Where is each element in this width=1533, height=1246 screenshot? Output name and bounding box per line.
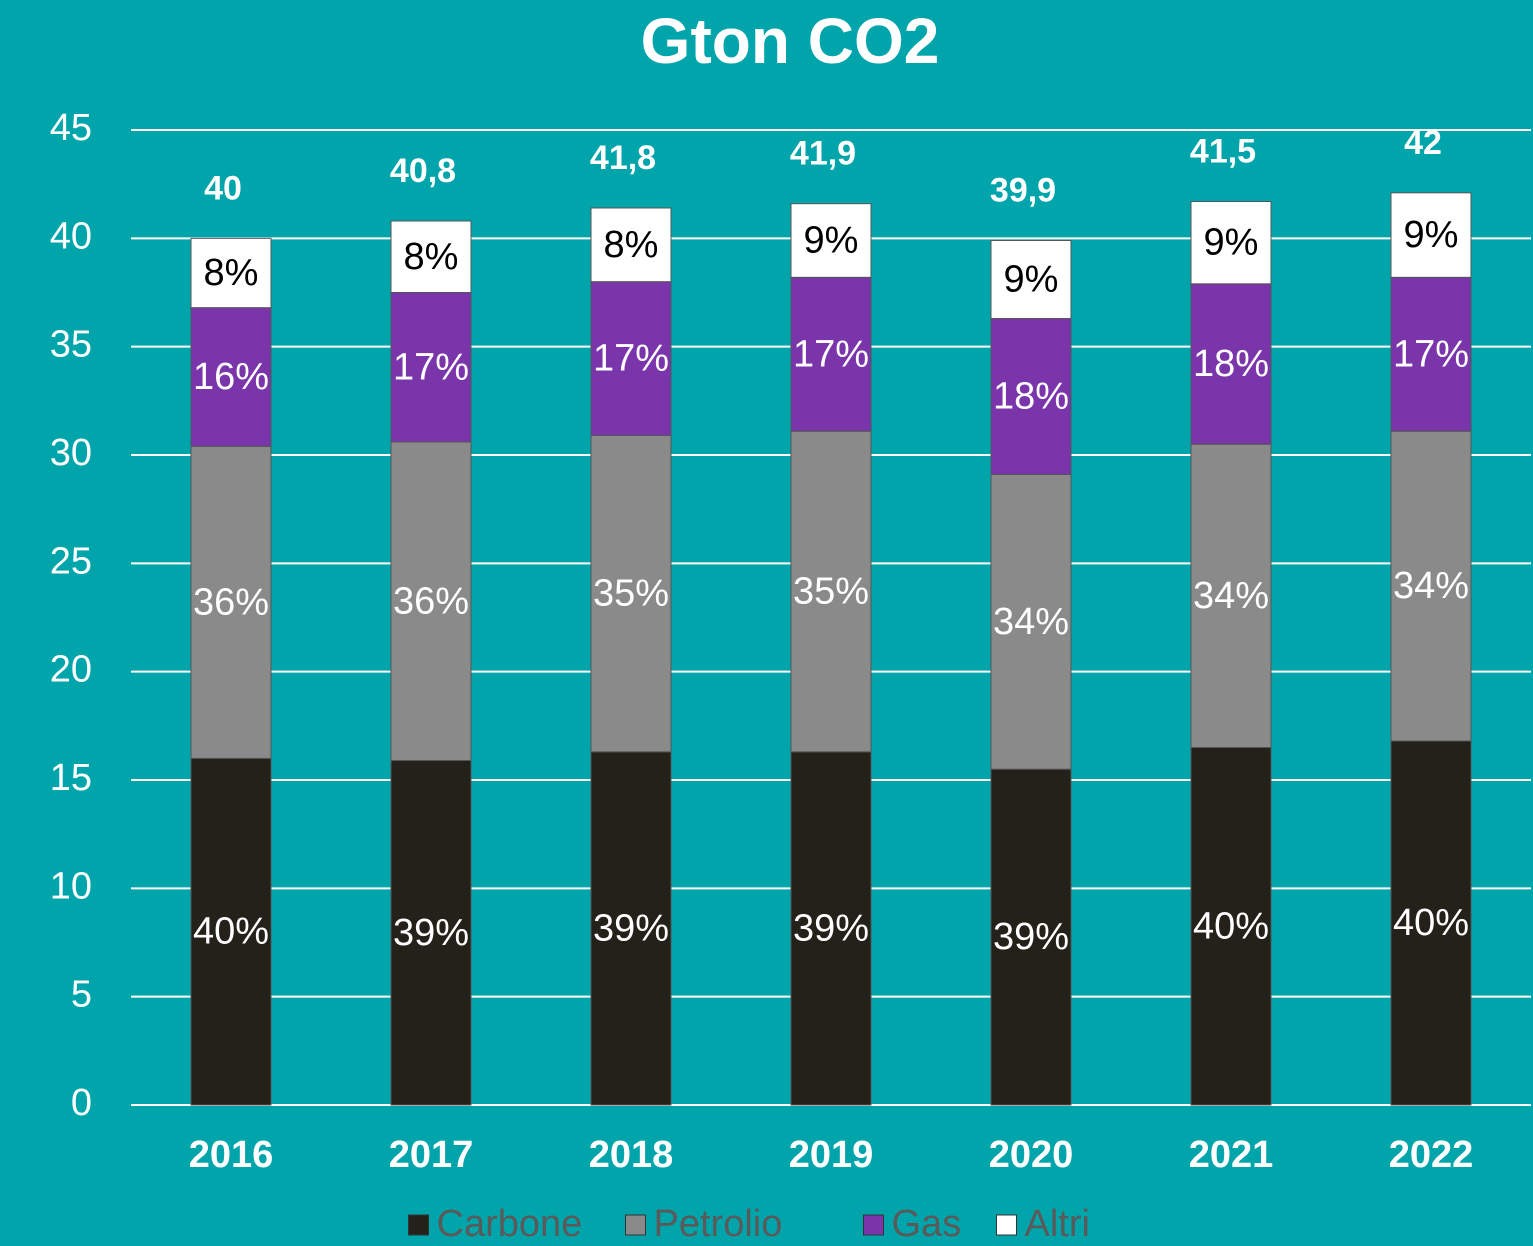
data-label: 40%	[193, 911, 269, 953]
data-label: 36%	[393, 580, 469, 622]
bar-segment	[390, 292, 472, 443]
data-label: 17%	[393, 346, 469, 388]
data-label: 17%	[793, 333, 869, 375]
total-label: 40	[204, 169, 242, 207]
bar-segment	[590, 435, 672, 753]
x-tick-label: 2017	[389, 1134, 474, 1176]
bar-segment	[1390, 740, 1472, 1106]
data-label: 17%	[593, 338, 669, 380]
bar-segment	[390, 760, 472, 1106]
bar-segment	[990, 240, 1072, 319]
bar-segment	[790, 430, 872, 753]
legend-label: Gas	[892, 1203, 962, 1245]
data-label: 8%	[404, 236, 459, 278]
legend-label: Carbone	[437, 1203, 583, 1245]
total-label: 41,9	[790, 135, 856, 173]
x-tick-label: 2022	[1389, 1134, 1474, 1176]
bar-segment	[1190, 201, 1272, 285]
bar-segment	[190, 237, 272, 309]
x-tick-label: 2018	[589, 1134, 674, 1176]
data-label: 9%	[804, 220, 859, 262]
data-label: 40%	[1393, 902, 1469, 944]
bar-segment	[390, 441, 472, 761]
legend-swatch	[408, 1214, 429, 1236]
data-label: 35%	[593, 573, 669, 615]
y-tick-label: 15	[50, 757, 92, 799]
y-tick-label: 30	[50, 432, 92, 474]
data-label: 34%	[1193, 575, 1269, 617]
data-label: 8%	[604, 224, 659, 266]
total-label: 41,8	[590, 139, 656, 177]
legend-swatch	[863, 1214, 884, 1236]
y-tick-label: 40	[50, 215, 92, 257]
bar-segment	[1190, 443, 1272, 748]
data-label: 16%	[193, 356, 269, 398]
bar-segment	[1390, 276, 1472, 432]
data-label: 9%	[1404, 214, 1459, 256]
data-label: 39%	[593, 907, 669, 949]
x-tick-label: 2020	[989, 1134, 1074, 1176]
bar-segment	[190, 757, 272, 1106]
bar-segment	[790, 203, 872, 278]
data-label: 34%	[993, 601, 1069, 643]
x-tick-label: 2019	[789, 1134, 874, 1176]
data-label: 36%	[193, 581, 269, 623]
bar-segment	[590, 751, 672, 1106]
total-label: 41,5	[1190, 132, 1256, 170]
y-tick-label: 0	[71, 1082, 92, 1124]
legend-swatch	[996, 1214, 1017, 1236]
legend-label: Altri	[1025, 1203, 1090, 1245]
x-tick-label: 2021	[1189, 1134, 1274, 1176]
data-label: 8%	[204, 252, 259, 294]
bar-segment	[1190, 283, 1272, 445]
data-label: 9%	[1004, 259, 1059, 301]
data-label: 9%	[1204, 222, 1259, 264]
total-label: 42	[1404, 124, 1442, 162]
y-tick-label: 45	[50, 107, 92, 149]
legend-label: Petrolio	[654, 1203, 783, 1245]
bar-segment	[190, 445, 272, 759]
legend-swatch	[625, 1214, 646, 1236]
bar-segment	[790, 276, 872, 432]
data-label: 40%	[1193, 905, 1269, 947]
chart-title: Gton CO2	[641, 5, 940, 77]
y-tick-label: 10	[50, 865, 92, 907]
data-label: 39%	[393, 912, 469, 954]
x-tick-label: 2016	[189, 1134, 274, 1176]
y-tick-label: 35	[50, 324, 92, 366]
data-label: 39%	[793, 907, 869, 949]
bar-segment	[790, 751, 872, 1106]
data-label: 35%	[793, 571, 869, 613]
bar-segment	[1390, 430, 1472, 742]
bar-segment	[390, 220, 472, 293]
data-label: 18%	[993, 376, 1069, 418]
total-label: 39,9	[990, 171, 1056, 209]
data-label: 39%	[993, 916, 1069, 958]
bar-segment	[990, 474, 1072, 770]
data-label: 17%	[1393, 333, 1469, 375]
data-label: 18%	[1193, 343, 1269, 385]
bar-segment	[990, 768, 1072, 1106]
y-tick-label: 5	[71, 974, 92, 1016]
y-tick-label: 20	[50, 649, 92, 691]
total-label: 40,8	[390, 152, 456, 190]
bar-segment	[590, 207, 672, 283]
bar-segment	[1390, 192, 1472, 278]
bar-segment	[1190, 747, 1272, 1106]
y-tick-label: 25	[50, 540, 92, 582]
data-label: 34%	[1393, 565, 1469, 607]
bar-segment	[190, 307, 272, 447]
